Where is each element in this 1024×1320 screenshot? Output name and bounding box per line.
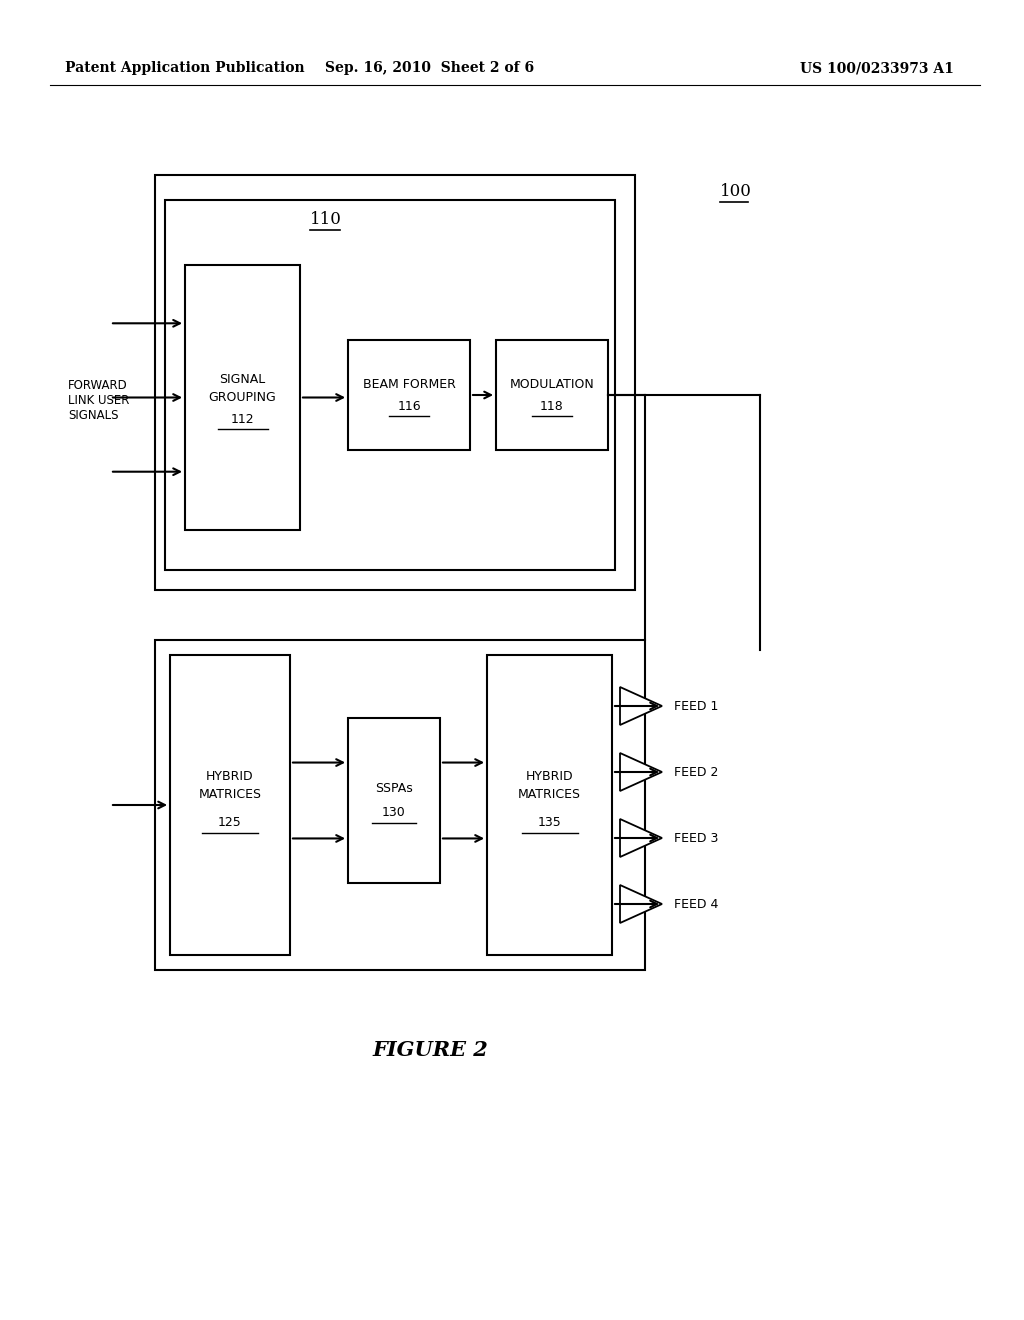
Bar <box>170 655 290 954</box>
Text: 135: 135 <box>538 817 561 829</box>
Bar <box>185 265 300 531</box>
Text: LINK USER: LINK USER <box>68 393 129 407</box>
Text: MATRICES: MATRICES <box>518 788 581 801</box>
Bar <box>155 640 645 970</box>
Polygon shape <box>620 752 662 791</box>
Text: HYBRID: HYBRID <box>525 771 573 784</box>
Text: MATRICES: MATRICES <box>199 788 261 801</box>
Text: FEED 1: FEED 1 <box>674 700 719 713</box>
Polygon shape <box>620 686 662 725</box>
Text: 130: 130 <box>382 807 406 818</box>
Text: SSPAs: SSPAs <box>375 781 413 795</box>
Bar <box>496 341 608 450</box>
Text: 118: 118 <box>540 400 564 413</box>
Text: SIGNAL: SIGNAL <box>219 374 265 385</box>
Bar <box>165 201 615 570</box>
Polygon shape <box>620 884 662 923</box>
Text: Patent Application Publication: Patent Application Publication <box>65 61 304 75</box>
Text: 125: 125 <box>218 817 242 829</box>
Text: FIGURE 2: FIGURE 2 <box>372 1040 487 1060</box>
Text: MODULATION: MODULATION <box>510 379 594 392</box>
Bar <box>348 718 440 883</box>
Text: SIGNALS: SIGNALS <box>68 409 119 422</box>
Text: FEED 2: FEED 2 <box>674 766 719 779</box>
Text: FEED 4: FEED 4 <box>674 898 719 911</box>
Text: US 100/0233973 A1: US 100/0233973 A1 <box>800 61 954 75</box>
Bar <box>155 176 635 590</box>
Text: FEED 3: FEED 3 <box>674 832 719 845</box>
Polygon shape <box>620 818 662 857</box>
Text: GROUPING: GROUPING <box>209 391 276 404</box>
Text: 116: 116 <box>397 400 421 413</box>
Text: 100: 100 <box>720 183 752 201</box>
Text: BEAM FORMER: BEAM FORMER <box>362 379 456 392</box>
Text: FORWARD: FORWARD <box>68 379 128 392</box>
Text: 112: 112 <box>230 413 254 426</box>
Bar <box>487 655 612 954</box>
Text: 110: 110 <box>310 211 342 228</box>
Bar <box>348 341 470 450</box>
Text: Sep. 16, 2010  Sheet 2 of 6: Sep. 16, 2010 Sheet 2 of 6 <box>326 61 535 75</box>
Text: HYBRID: HYBRID <box>206 771 254 784</box>
